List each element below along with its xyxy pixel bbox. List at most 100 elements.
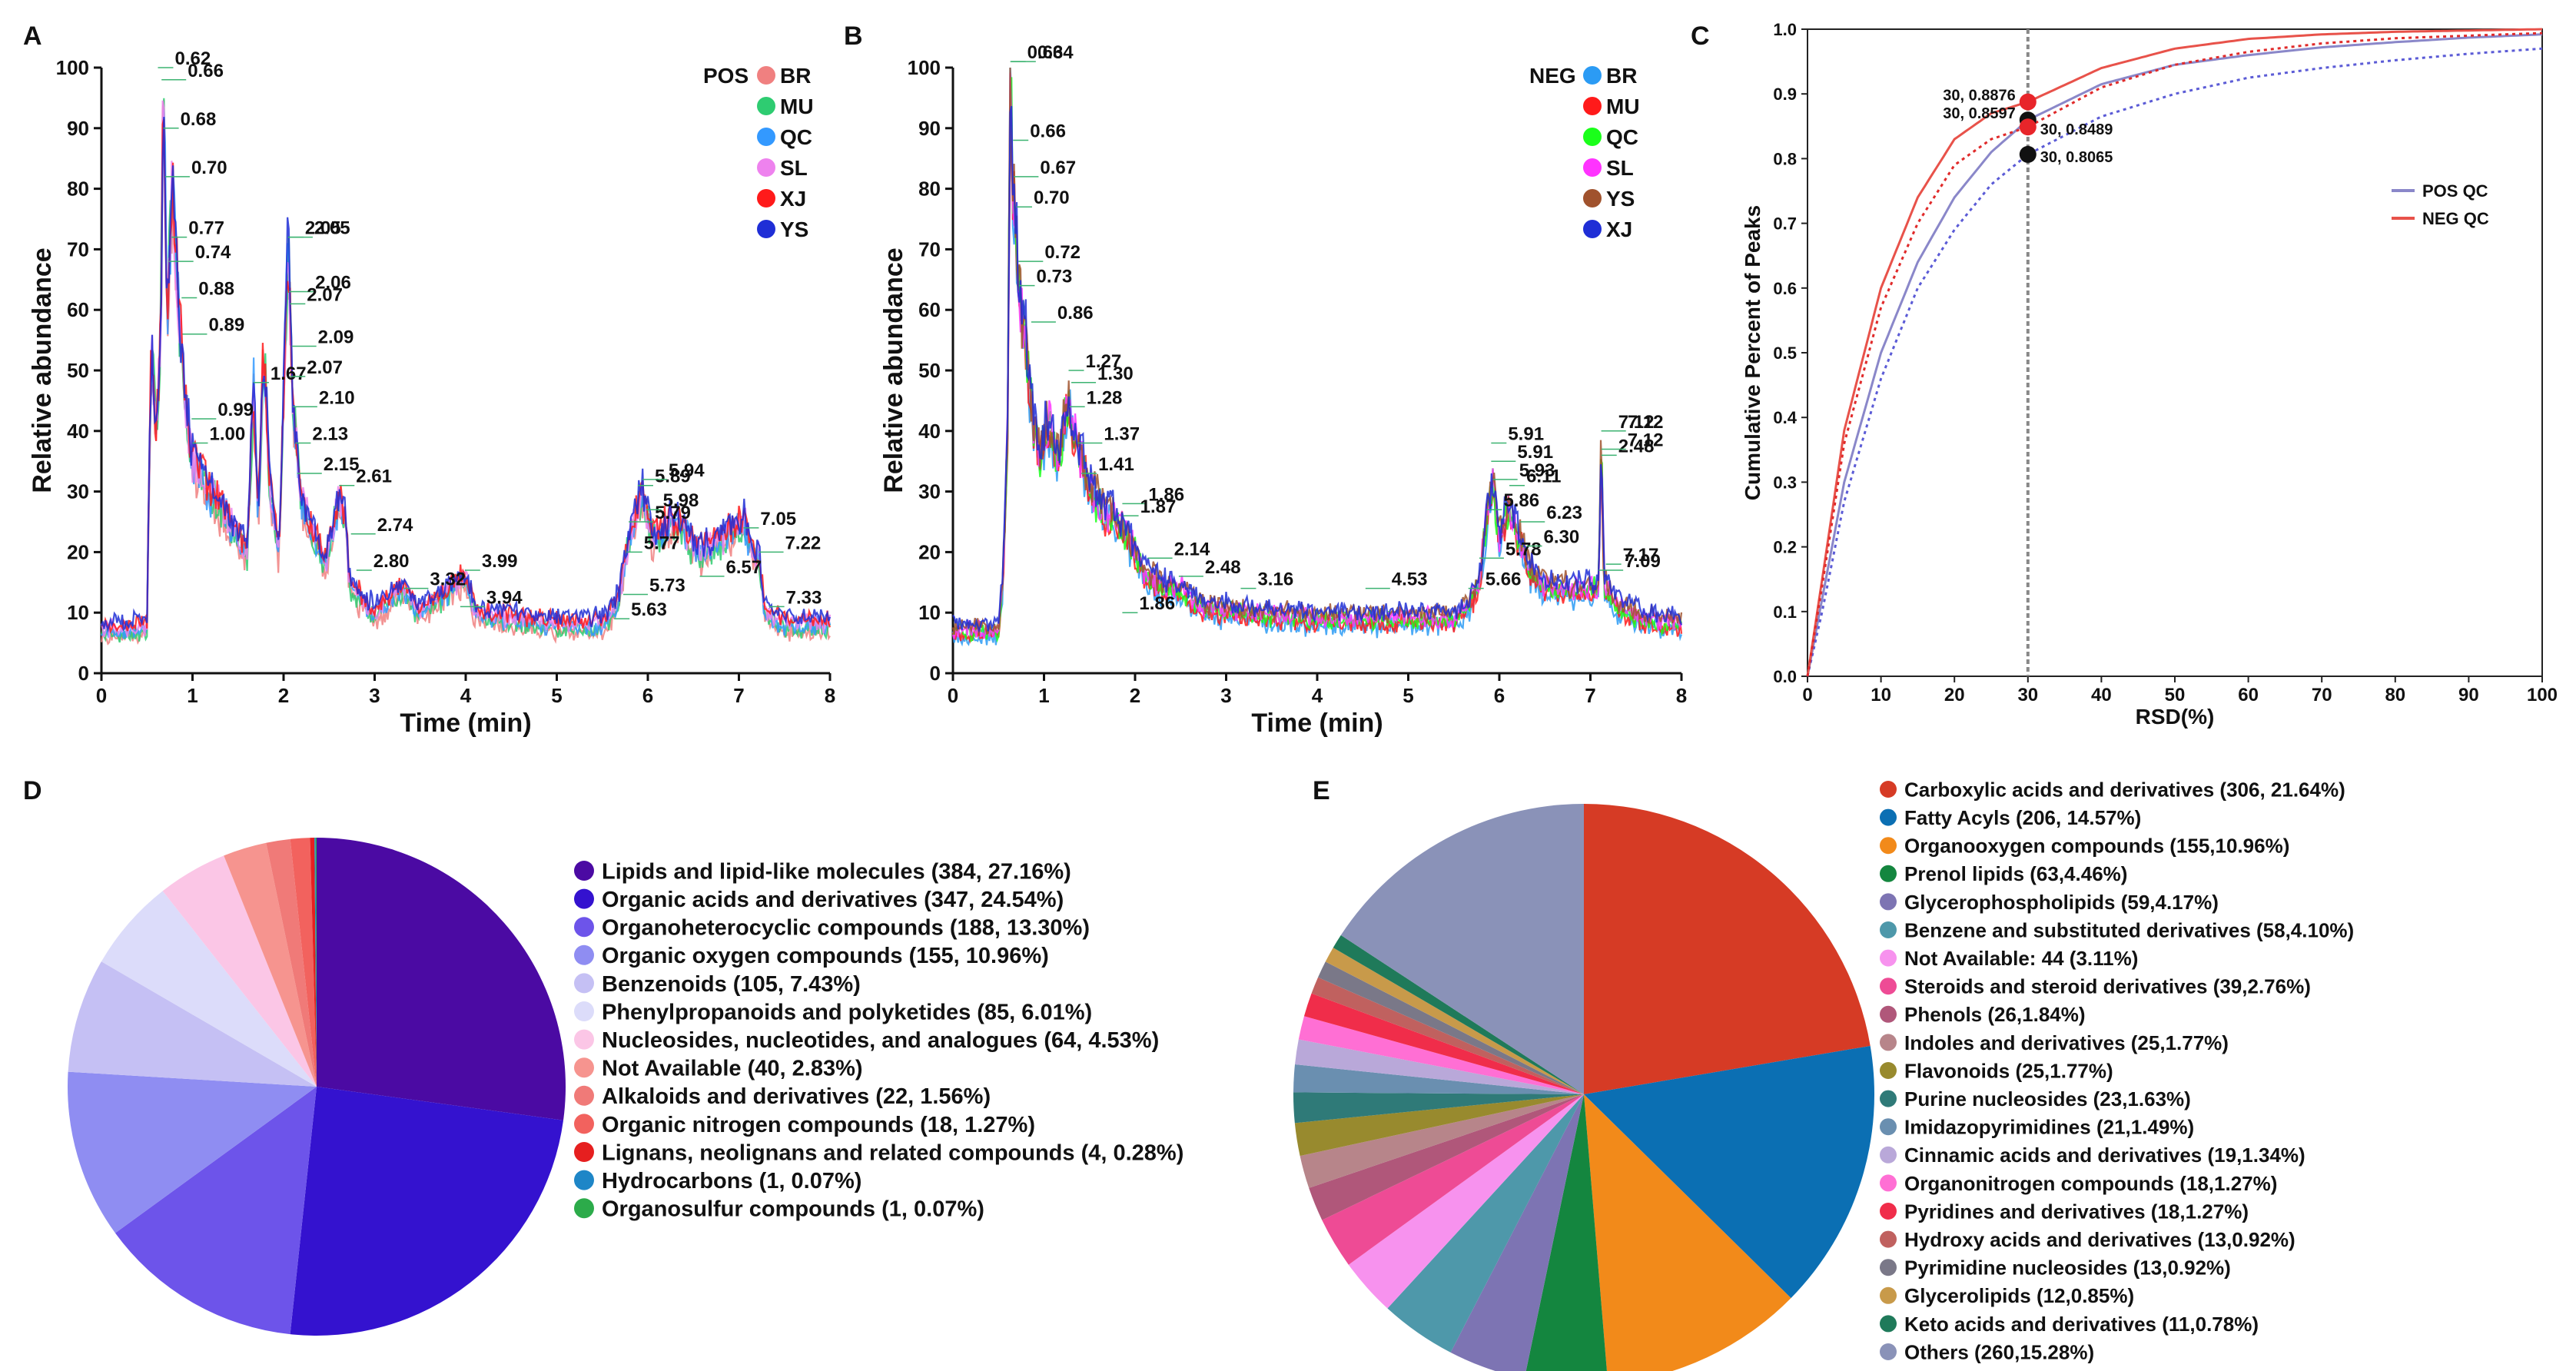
legend-marker [1880, 893, 1897, 911]
cumulative-line [1806, 47, 2543, 677]
legend-label: Nucleosides, nucleotides, and analogues … [602, 1028, 1159, 1053]
legend-label: BR [1606, 64, 1637, 88]
legend-marker [1583, 128, 1602, 146]
pie-slice [1322, 1094, 1584, 1265]
legend-label: SL [780, 156, 808, 180]
legend-label: Flavonoids (25,1.77%) [1904, 1059, 2113, 1082]
legend-marker [574, 1198, 594, 1219]
legend-label: YS [1606, 187, 1635, 211]
rsd-point-marker [2019, 118, 2037, 136]
y-tick-label: 60 [67, 298, 89, 321]
legend-label: Not Available (40, 2.83%) [602, 1057, 863, 1081]
pie-slice [314, 838, 317, 1087]
y-tick-label: 100 [56, 56, 89, 79]
peak-label: 0.89 [208, 315, 244, 336]
legend-label: Lipids and lipid-like molecules (384, 27… [602, 859, 1071, 884]
legend-marker [1583, 66, 1602, 85]
x-tick-label: 100 [2527, 685, 2558, 705]
x-tick-label: 0 [96, 684, 107, 707]
legend-label: Lignans, neolignans and related compound… [602, 1140, 1183, 1165]
peak-label: 5.86 [1503, 490, 1539, 511]
legend-label: YS [780, 217, 808, 241]
peak-label: 2.74 [377, 515, 413, 536]
y-tick-label: 0.9 [1773, 85, 1797, 104]
pie-slice [290, 1087, 564, 1336]
pie-slice [224, 842, 317, 1087]
legend-marker [1880, 1062, 1897, 1079]
y-axis-label: Relative abundance [28, 247, 57, 493]
pie-slice [1348, 1094, 1584, 1309]
legend-marker [574, 944, 594, 965]
legend-label: NEG QC [2422, 209, 2489, 228]
y-tick-label: 20 [918, 540, 941, 563]
legend-marker [1880, 1005, 1897, 1023]
y-tick-label: 40 [67, 420, 89, 443]
peak-label: 5.79 [655, 503, 691, 523]
y-tick-label: 0.3 [1773, 473, 1797, 492]
y-tick-label: 0 [78, 662, 89, 685]
peak-label: 7.09 [1625, 551, 1661, 572]
y-tick-label: 20 [67, 540, 89, 563]
peak-label: 0.68 [181, 109, 217, 130]
pie-slice [101, 891, 317, 1087]
x-axis-label: Time (min) [1251, 709, 1383, 738]
y-tick-label: 50 [918, 359, 941, 382]
legend-marker [1880, 978, 1897, 995]
pie-slice [162, 855, 317, 1087]
peak-label: 0.72 [1044, 242, 1081, 263]
ion-mode-label: NEG [1529, 64, 1576, 88]
legend-label: Indoles and derivatives (25,1.77%) [1904, 1031, 2229, 1054]
peak-label: 5.77 [644, 533, 680, 553]
peak-label: 5.63 [631, 599, 667, 620]
y-tick-label: 40 [918, 420, 941, 443]
y-tick-label: 0.4 [1773, 408, 1797, 427]
legend-label: Benzenoids (105, 7.43%) [602, 972, 861, 997]
y-axis-label: Relative abundance [879, 247, 908, 493]
peak-label: 5.98 [663, 490, 699, 511]
pie-slice [1303, 993, 1584, 1094]
y-tick-label: 100 [908, 56, 941, 79]
rsd-point-label: 30, 0.8489 [2040, 121, 2113, 138]
legend-label: Alkaloids and derivatives (22, 1.56%) [602, 1084, 991, 1109]
x-tick-label: 8 [825, 684, 835, 707]
peak-label: 3.32 [430, 569, 466, 590]
peak-label: 2.09 [318, 327, 354, 347]
peak-label: 5.66 [1486, 569, 1522, 590]
peak-label: 1.27 [1085, 351, 1121, 372]
peak-label: 0.67 [1040, 158, 1076, 178]
pie-slice [1318, 961, 1584, 1094]
x-tick-label: 60 [2238, 685, 2259, 705]
y-tick-label: 10 [67, 601, 89, 624]
pie-slice [1300, 1094, 1584, 1188]
panel-letter-c: C [1691, 22, 1710, 51]
x-tick-label: 30 [2017, 685, 2038, 705]
legend-label: Fatty Acyls (206, 14.57%) [1904, 806, 2141, 829]
legend-label: Others (260,15.28%) [1904, 1340, 2094, 1363]
peak-label: 2.61 [356, 466, 392, 487]
legend-marker [1880, 1118, 1897, 1136]
legend-label: Organooxygen compounds (155,10.96%) [1904, 835, 2289, 858]
y-tick-label: 90 [67, 117, 89, 140]
pie-slice [1340, 804, 1584, 1094]
legend-label: Organoheterocyclic compounds (188, 13.30… [602, 916, 1090, 941]
pie-slice [68, 1071, 317, 1233]
legend-marker [1583, 220, 1602, 238]
legend-marker [1880, 1230, 1897, 1248]
pie-slice [1309, 1094, 1584, 1220]
legend-marker [1880, 949, 1897, 967]
legend-label: Organonitrogen compounds (18,1.27%) [1904, 1172, 2277, 1195]
legend-label: Keto acids and derivatives (11,0.78%) [1904, 1313, 2259, 1336]
legend-label: MU [1606, 95, 1640, 118]
peak-label: 0.63 [1027, 42, 1064, 63]
peak-label: 2.14 [1174, 539, 1210, 559]
legend-label: Not Available: 44 (3.11%) [1904, 947, 2138, 970]
pie-slice [1325, 948, 1584, 1094]
peak-label: 1.87 [1140, 496, 1177, 517]
pie-slice [1333, 934, 1584, 1094]
peak-label: 0.99 [217, 400, 254, 420]
legend-label: Glycerophospholipids (59,4.17%) [1904, 891, 2219, 914]
trace-ys [951, 67, 1683, 636]
y-tick-label: 50 [67, 359, 89, 382]
x-tick-label: 7 [1585, 684, 1595, 707]
